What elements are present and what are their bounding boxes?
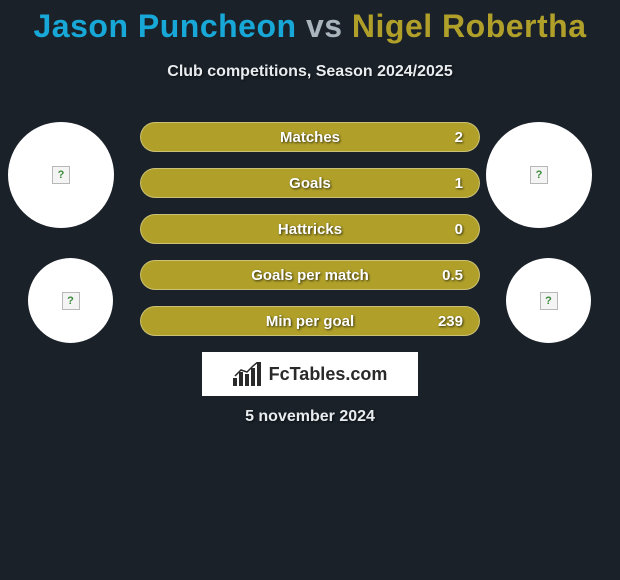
- stat-value: 1: [455, 169, 463, 199]
- stat-value: 0: [455, 215, 463, 245]
- stat-row-matches: Matches 2: [140, 122, 480, 152]
- player2-avatar: ?: [486, 122, 592, 228]
- date-text: 5 november 2024: [0, 408, 620, 426]
- watermark-text: FcTables.com: [269, 364, 388, 385]
- player1-club-avatar: ?: [28, 258, 113, 343]
- stat-value: 2: [455, 123, 463, 153]
- stat-row-hattricks: Hattricks 0: [140, 214, 480, 244]
- broken-image-icon: ?: [530, 166, 548, 184]
- stat-label: Min per goal: [141, 307, 479, 337]
- player1-name: Jason Puncheon: [34, 8, 297, 44]
- page-title: Jason Puncheon vs Nigel Robertha: [0, 0, 620, 45]
- player2-name: Nigel Robertha: [352, 8, 587, 44]
- stat-value: 239: [438, 307, 463, 337]
- fctables-logo-icon: [233, 362, 263, 386]
- stat-label: Matches: [141, 123, 479, 153]
- broken-image-icon: ?: [52, 166, 70, 184]
- stat-row-goals-per-match: Goals per match 0.5: [140, 260, 480, 290]
- player2-club-avatar: ?: [506, 258, 591, 343]
- stat-row-goals: Goals 1: [140, 168, 480, 198]
- stat-value: 0.5: [442, 261, 463, 291]
- player1-avatar: ?: [8, 122, 114, 228]
- stat-label: Goals per match: [141, 261, 479, 291]
- stat-label: Hattricks: [141, 215, 479, 245]
- subtitle: Club competitions, Season 2024/2025: [0, 63, 620, 81]
- watermark: FcTables.com: [202, 352, 418, 396]
- stat-row-min-per-goal: Min per goal 239: [140, 306, 480, 336]
- broken-image-icon: ?: [540, 292, 558, 310]
- stat-label: Goals: [141, 169, 479, 199]
- broken-image-icon: ?: [62, 292, 80, 310]
- vs-separator: vs: [306, 8, 343, 44]
- stats-bars: Matches 2 Goals 1 Hattricks 0 Goals per …: [140, 122, 480, 352]
